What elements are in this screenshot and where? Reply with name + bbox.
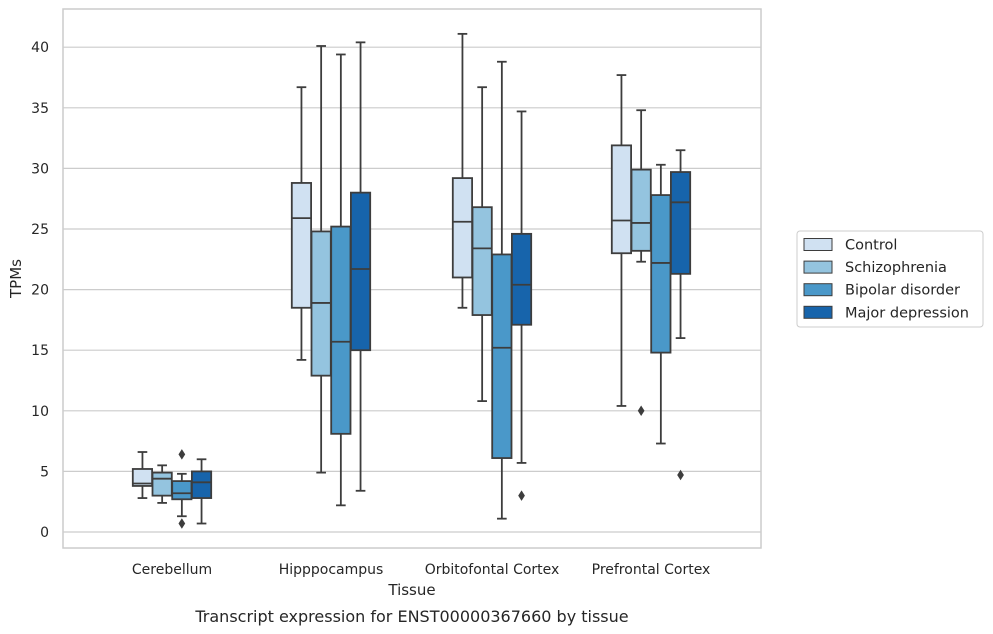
box bbox=[650, 163, 672, 445]
legend-label: Control bbox=[845, 238, 897, 254]
box-body bbox=[630, 168, 652, 252]
box bbox=[491, 60, 513, 520]
plot-area bbox=[63, 9, 761, 548]
y-tick-label: 25 bbox=[31, 222, 49, 238]
y-tick-label: 5 bbox=[40, 464, 49, 480]
x-tick-label: Cerebellum bbox=[132, 562, 212, 578]
legend-swatch bbox=[803, 283, 833, 297]
outlier-point bbox=[637, 405, 645, 417]
box bbox=[471, 86, 493, 403]
box-body bbox=[151, 471, 173, 497]
y-axis-label: TPMs bbox=[7, 259, 25, 299]
box-body bbox=[330, 225, 352, 435]
y-tick-label: 35 bbox=[31, 101, 49, 117]
plot-frame bbox=[62, 8, 762, 549]
y-tick-label: 0 bbox=[40, 525, 49, 541]
box bbox=[630, 109, 652, 417]
outlier-point bbox=[518, 490, 525, 501]
x-tick-label: Hipppocampus bbox=[279, 562, 384, 578]
x-tick-label: Prefrontal Cortex bbox=[592, 562, 711, 578]
box-body bbox=[610, 144, 632, 255]
box bbox=[190, 458, 213, 525]
box bbox=[670, 149, 692, 481]
x-tick-label: Orbitofontal Cortex bbox=[425, 562, 560, 578]
box bbox=[510, 110, 533, 501]
figure-caption: Transcript expression for ENST0000036766… bbox=[194, 607, 628, 626]
y-tick-label: 20 bbox=[31, 283, 49, 299]
legend-label: Bipolar disorder bbox=[845, 283, 960, 299]
box bbox=[451, 32, 473, 309]
box-body bbox=[670, 171, 692, 275]
box-body bbox=[471, 206, 493, 316]
legend-frame bbox=[796, 230, 984, 328]
box-body bbox=[451, 177, 473, 279]
y-tick-labels: 0 5 10 15 20 25 30 35 40 bbox=[31, 40, 49, 541]
box bbox=[349, 41, 372, 492]
x-tick-labels: Cerebellum Hipppocampus Orbitofontal Corte… bbox=[132, 562, 710, 578]
x-axis-label: Tissue bbox=[387, 581, 435, 599]
legend-swatch bbox=[803, 260, 833, 274]
box-body bbox=[491, 253, 513, 459]
outlier-point bbox=[677, 469, 684, 481]
box-body bbox=[290, 182, 312, 309]
box-body bbox=[650, 194, 672, 354]
outlier-point bbox=[178, 518, 186, 529]
box-series bbox=[131, 32, 692, 529]
gridlines bbox=[63, 46, 761, 533]
box bbox=[151, 464, 173, 504]
legend-label: Major depression bbox=[845, 305, 969, 321]
y-tick-label: 30 bbox=[31, 161, 49, 177]
y-tick-label: 40 bbox=[31, 40, 49, 56]
y-tick-label: 15 bbox=[31, 343, 49, 359]
box-body bbox=[190, 470, 213, 499]
legend: Control Schizophrenia Bipolar disorder Majo… bbox=[796, 230, 984, 328]
box bbox=[610, 74, 632, 407]
y-tick-label: 10 bbox=[31, 404, 49, 420]
box-body bbox=[510, 232, 533, 326]
legend-label: Schizophrenia bbox=[845, 260, 947, 276]
legend-swatch bbox=[803, 305, 833, 319]
box-body bbox=[171, 480, 193, 501]
box-body bbox=[349, 191, 372, 352]
legend-swatch bbox=[803, 238, 833, 251]
outlier-point bbox=[178, 449, 186, 460]
